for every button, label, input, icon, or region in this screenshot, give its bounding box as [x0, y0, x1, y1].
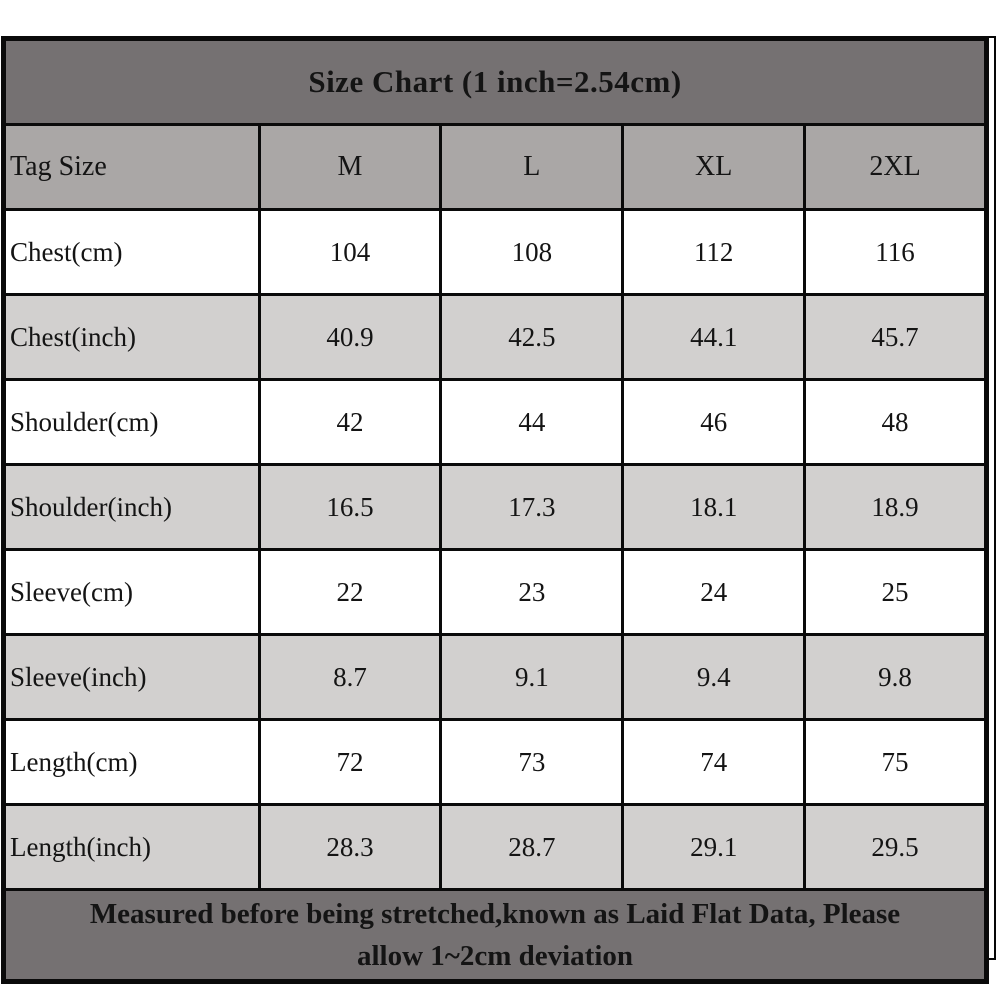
table-row-sleeve-cm: Sleeve(cm) 22 23 24 25: [2, 548, 988, 636]
row-label: Sleeve(inch): [2, 633, 261, 721]
column-header-l: L: [439, 123, 625, 211]
table-row-chest-inch: Chest(inch) 40.9 42.5 44.1 45.7: [2, 293, 988, 381]
cell-value: 9.8: [803, 633, 988, 721]
table-row-length-inch: Length(inch) 28.3 28.7 29.1 29.5: [2, 803, 988, 891]
cell-value: 22: [257, 548, 443, 636]
measurement-note-line2: allow 1~2cm deviation: [356, 940, 634, 972]
cell-value: 40.9: [257, 293, 443, 381]
column-header-2xl: 2XL: [803, 123, 988, 211]
title-row: Size Chart (1 inch=2.54cm): [2, 37, 988, 126]
row-label: Length(inch): [2, 803, 261, 891]
cell-value: 48: [803, 378, 988, 466]
column-header-m: M: [257, 123, 443, 211]
table-row-shoulder-cm: Shoulder(cm) 42 44 46 48: [2, 378, 988, 466]
cell-value: 75: [803, 718, 988, 806]
column-header-tag-size: Tag Size: [2, 123, 261, 211]
cell-value: 29.5: [803, 803, 988, 891]
chart-title: Size Chart (1 inch=2.54cm): [2, 37, 988, 126]
row-label: Chest(inch): [2, 293, 261, 381]
measurement-note: Measured before being stretched,known as…: [2, 888, 988, 983]
cell-value: 8.7: [257, 633, 443, 721]
cell-value: 108: [439, 208, 625, 296]
cell-value: 74: [621, 718, 807, 806]
size-chart-table: Size Chart (1 inch=2.54cm) Tag Size M L …: [1, 36, 989, 984]
cell-value: 45.7: [803, 293, 988, 381]
table-row-shoulder-inch: Shoulder(inch) 16.5 17.3 18.1 18.9: [2, 463, 988, 551]
cell-value: 104: [257, 208, 443, 296]
cell-value: 116: [803, 208, 988, 296]
table-row-chest-cm: Chest(cm) 104 108 112 116: [2, 208, 988, 296]
row-label: Sleeve(cm): [2, 548, 261, 636]
cell-value: 73: [439, 718, 625, 806]
cell-value: 42.5: [439, 293, 625, 381]
cell-value: 9.1: [439, 633, 625, 721]
header-row: Tag Size M L XL 2XL: [2, 123, 988, 211]
row-label: Length(cm): [2, 718, 261, 806]
cell-value: 23: [439, 548, 625, 636]
cell-value: 42: [257, 378, 443, 466]
footer-row: Measured before being stretched,known as…: [2, 888, 988, 983]
cell-value: 112: [621, 208, 807, 296]
row-label: Chest(cm): [2, 208, 261, 296]
cell-value: 46: [621, 378, 807, 466]
cell-value: 18.1: [621, 463, 807, 551]
cell-value: 16.5: [257, 463, 443, 551]
cell-value: 25: [803, 548, 988, 636]
cell-value: 18.9: [803, 463, 988, 551]
cell-value: 72: [257, 718, 443, 806]
cell-value: 17.3: [439, 463, 625, 551]
table-row-sleeve-inch: Sleeve(inch) 8.7 9.1 9.4 9.8: [2, 633, 988, 721]
measurement-note-line1: Measured before being stretched,known as…: [89, 898, 901, 930]
cell-value: 24: [621, 548, 807, 636]
cell-value: 44.1: [621, 293, 807, 381]
row-label: Shoulder(cm): [2, 378, 261, 466]
cell-value: 44: [439, 378, 625, 466]
column-header-xl: XL: [621, 123, 807, 211]
table-row-length-cm: Length(cm) 72 73 74 75: [2, 718, 988, 806]
cell-value: 28.7: [439, 803, 625, 891]
cell-value: 9.4: [621, 633, 807, 721]
row-label: Shoulder(inch): [2, 463, 261, 551]
cell-value: 29.1: [621, 803, 807, 891]
cell-value: 28.3: [257, 803, 443, 891]
